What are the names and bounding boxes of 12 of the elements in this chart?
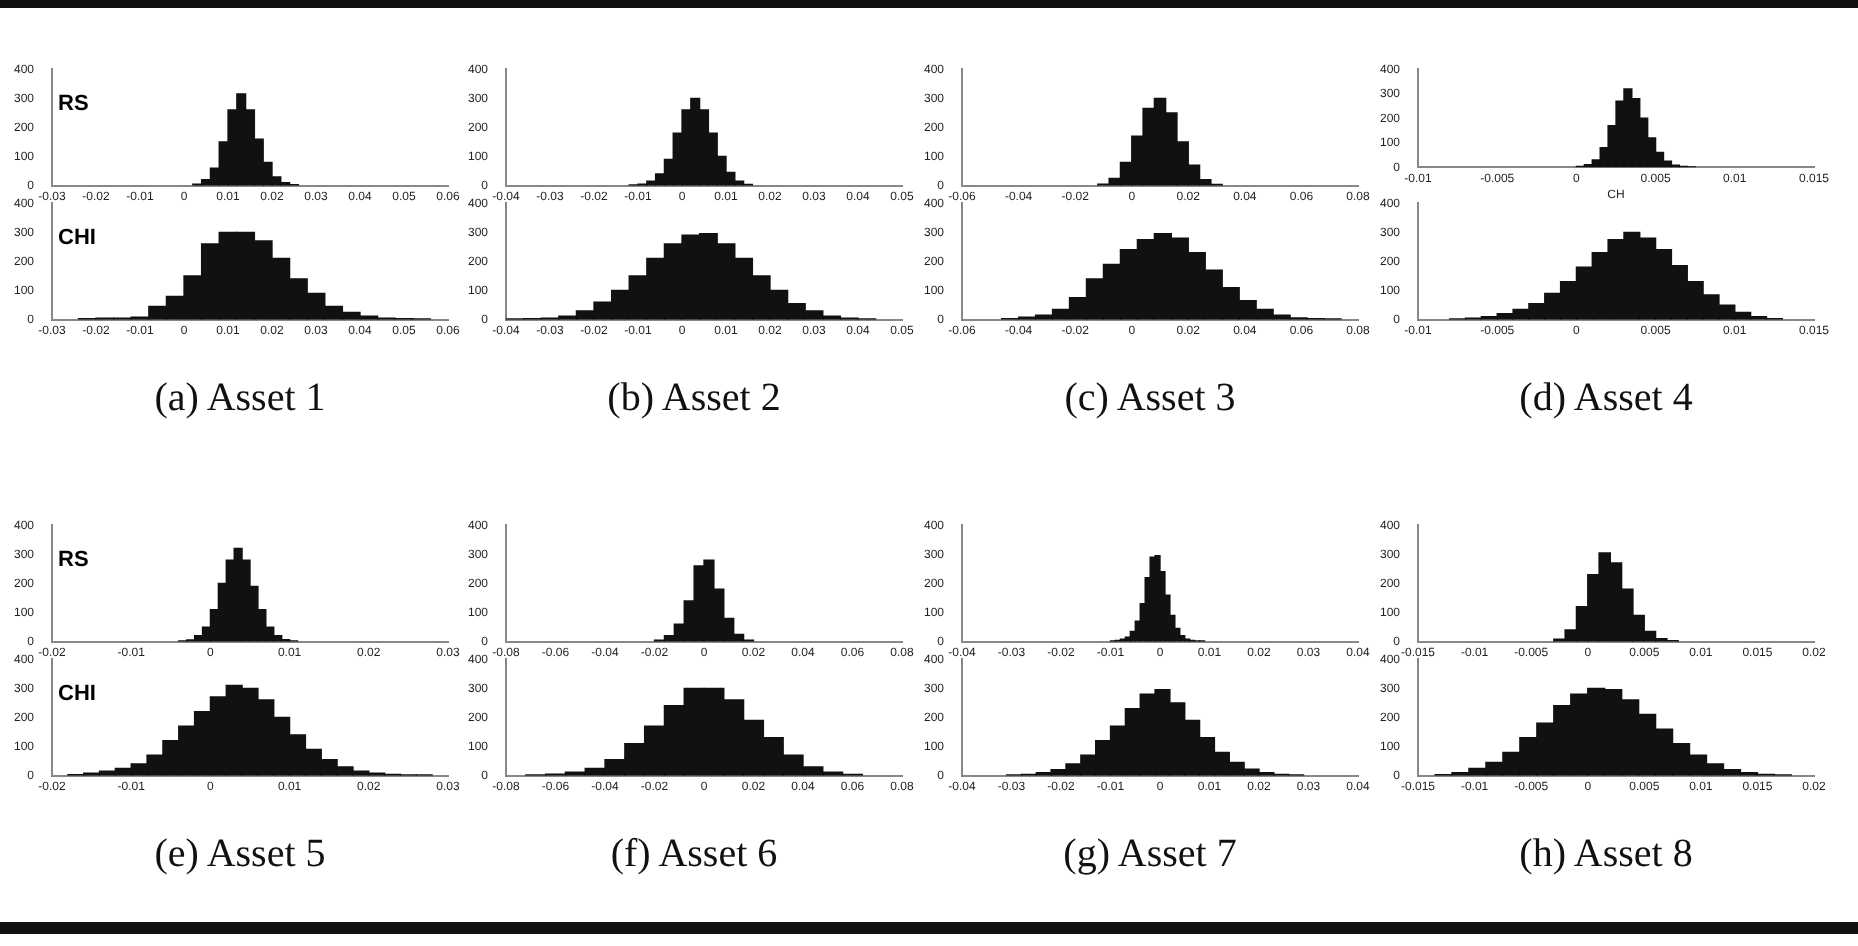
text: RS	[58, 92, 89, 117]
text: (e) Asset 5	[152, 832, 328, 878]
text: CHI	[58, 682, 96, 707]
text: (h) Asset 8	[1517, 832, 1695, 878]
text: (c) Asset 3	[1062, 376, 1238, 422]
text: (g) Asset 7	[1061, 832, 1239, 878]
text: RS	[58, 548, 89, 573]
text: (f) Asset 6	[608, 832, 780, 878]
text: (a) Asset 1	[152, 376, 328, 422]
text: (d) Asset 4	[1517, 376, 1695, 422]
text: (b) Asset 2	[605, 376, 783, 422]
text: CHI	[58, 226, 96, 251]
